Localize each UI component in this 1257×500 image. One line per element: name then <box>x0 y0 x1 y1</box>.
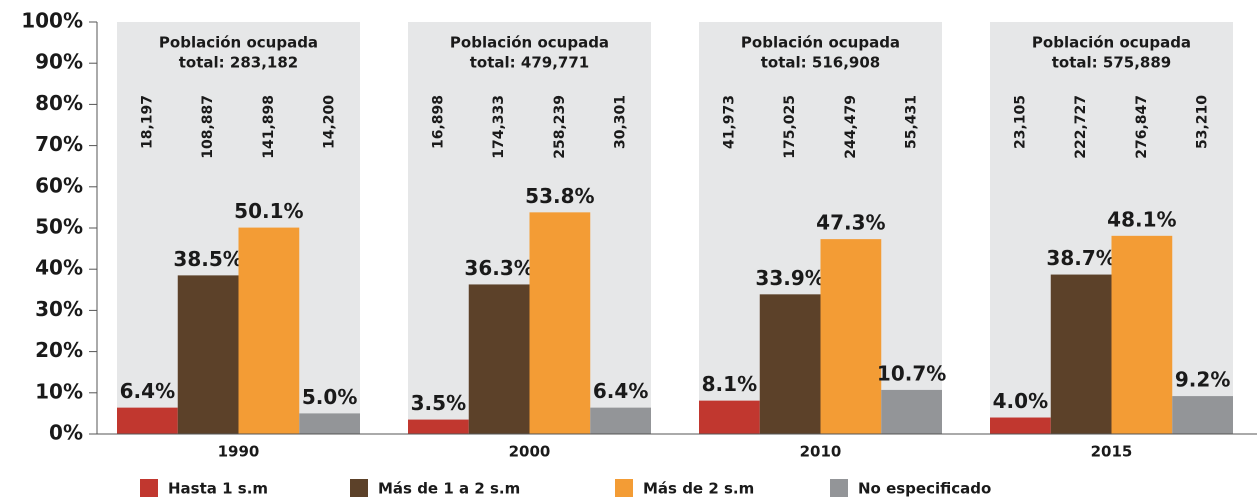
bar <box>299 413 360 434</box>
bar <box>990 417 1051 434</box>
bar <box>1111 235 1173 434</box>
count-label: 108,887 <box>200 95 216 159</box>
y-tick-label: 50% <box>35 215 83 239</box>
bar <box>820 239 882 434</box>
value-label: 8.1% <box>702 372 757 396</box>
value-label: 3.5% <box>411 391 466 415</box>
x-tick-label: 1990 <box>218 443 260 461</box>
bar <box>117 407 178 434</box>
x-tick-label: 2000 <box>509 443 551 461</box>
group-title: Población ocupada <box>741 34 900 52</box>
bar <box>177 275 239 434</box>
count-label: 175,025 <box>782 95 798 159</box>
x-tick-label: 2010 <box>800 443 842 461</box>
value-label: 10.7% <box>877 361 946 385</box>
bar <box>759 294 821 434</box>
count-label: 244,479 <box>843 95 859 159</box>
y-tick-label: 40% <box>35 256 83 280</box>
y-tick-label: 30% <box>35 297 83 321</box>
value-label: 36.3% <box>464 256 533 280</box>
y-tick-label: 80% <box>35 91 83 115</box>
value-label: 9.2% <box>1175 368 1230 392</box>
count-label: 222,727 <box>1073 95 1089 159</box>
group-title: total: 479,771 <box>470 54 589 72</box>
bar <box>881 389 942 434</box>
value-label: 48.1% <box>1107 207 1176 231</box>
y-tick-label: 90% <box>35 50 83 74</box>
value-label: 38.7% <box>1046 246 1115 270</box>
count-label: 141,898 <box>261 95 277 159</box>
bar <box>529 212 591 434</box>
value-label: 4.0% <box>993 389 1048 413</box>
y-tick-label: 60% <box>35 173 83 197</box>
count-label: 53,210 <box>1195 95 1211 149</box>
group-title: total: 516,908 <box>761 54 880 72</box>
count-label: 18,197 <box>139 95 155 149</box>
value-label: 6.4% <box>593 379 648 403</box>
count-label: 23,105 <box>1012 95 1028 149</box>
legend-label: Más de 1 a 2 s.m <box>378 480 520 498</box>
value-label: 47.3% <box>816 211 885 235</box>
legend-label: Hasta 1 s.m <box>168 480 268 498</box>
legend-label: No especificado <box>858 480 991 498</box>
value-label: 50.1% <box>234 199 303 223</box>
bar <box>699 400 760 434</box>
value-label: 5.0% <box>302 385 357 409</box>
y-tick-label: 10% <box>35 379 83 403</box>
bar <box>238 227 300 434</box>
value-label: 33.9% <box>755 266 824 290</box>
count-label: 41,973 <box>721 95 737 149</box>
bar <box>408 419 469 434</box>
legend-swatch <box>350 479 368 497</box>
group-title: Población ocupada <box>1032 34 1191 52</box>
value-label: 38.5% <box>173 247 242 271</box>
legend-swatch <box>615 479 633 497</box>
count-label: 30,301 <box>613 95 629 149</box>
group-title: Población ocupada <box>450 34 609 52</box>
count-label: 55,431 <box>904 95 920 149</box>
count-label: 258,239 <box>552 95 568 159</box>
legend-label: Más de 2 s.m <box>643 480 754 498</box>
bar <box>590 407 651 434</box>
count-label: 16,898 <box>430 95 446 149</box>
x-tick-label: 2015 <box>1091 443 1133 461</box>
group-title: total: 575,889 <box>1052 54 1171 72</box>
y-tick-label: 70% <box>35 132 83 156</box>
count-label: 174,333 <box>491 95 507 159</box>
y-tick-label: 20% <box>35 338 83 362</box>
value-label: 6.4% <box>120 379 175 403</box>
count-label: 14,200 <box>322 95 338 149</box>
value-label: 53.8% <box>525 184 594 208</box>
bar <box>468 284 530 434</box>
group-title: total: 283,182 <box>179 54 298 72</box>
bar <box>1172 396 1233 434</box>
y-tick-label: 100% <box>21 9 83 33</box>
y-tick-label: 0% <box>49 421 83 445</box>
legend-swatch <box>140 479 158 497</box>
legend-swatch <box>830 479 848 497</box>
bar <box>1050 274 1112 434</box>
count-label: 276,847 <box>1134 95 1150 159</box>
group-title: Población ocupada <box>159 34 318 52</box>
